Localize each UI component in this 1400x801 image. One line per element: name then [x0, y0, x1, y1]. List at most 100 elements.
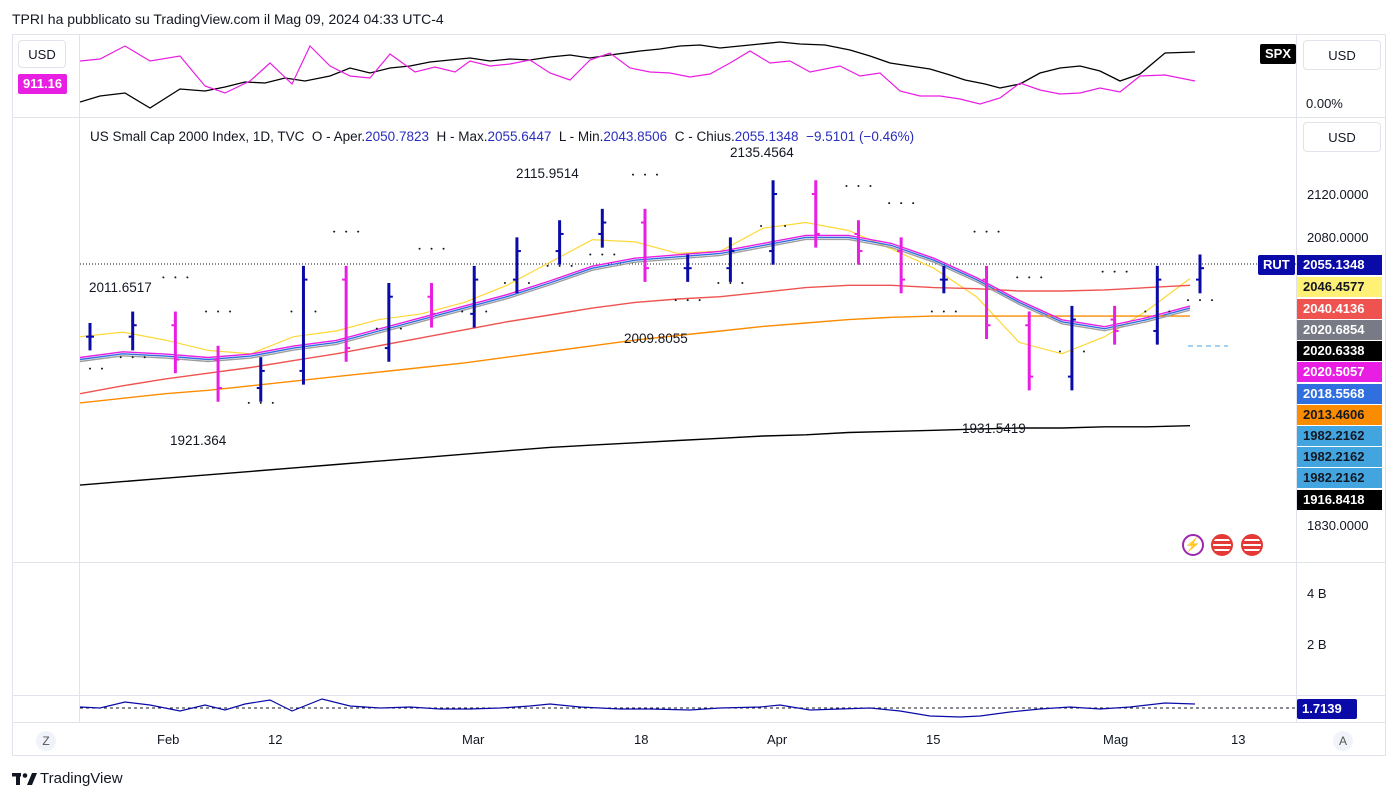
- price-tag: 1916.8418: [1297, 490, 1382, 510]
- price-tag: 1982.2162: [1297, 468, 1382, 488]
- stop-dot: [686, 299, 689, 302]
- ohlc-bar: [1196, 254, 1204, 294]
- date-label-mag: Mag: [1103, 732, 1129, 747]
- stop-dot: [570, 264, 573, 267]
- low-value: 2043.8506: [603, 129, 668, 144]
- ohlc-bar: [128, 311, 137, 351]
- price-chart[interactable]: [80, 150, 1296, 560]
- open-label: O - Aper.: [311, 129, 366, 144]
- price-tag: 2020.6854: [1297, 320, 1382, 340]
- auto-scale-button[interactable]: A: [1333, 731, 1353, 751]
- price-tag: 1982.2162: [1297, 447, 1382, 467]
- stop-dot: [345, 230, 348, 233]
- left-scale-divider: [79, 35, 80, 722]
- stop-dot: [290, 310, 293, 313]
- date-label-18: 18: [634, 732, 649, 747]
- ma-magenta-line: [80, 234, 1191, 359]
- stop-dot: [174, 276, 177, 279]
- ohlc-bar: [1110, 305, 1119, 345]
- stop-dot: [485, 310, 488, 313]
- stop-dot: [869, 185, 872, 188]
- annotation-high-1: 2115.9514: [516, 166, 579, 181]
- ohlc-bar: [939, 265, 948, 294]
- comparison-chart: [80, 41, 1196, 109]
- stop-dot: [387, 327, 390, 330]
- date-label-apr: Apr: [767, 732, 788, 747]
- stop-dot: [503, 282, 506, 285]
- annotation-low-2: 1931.5419: [962, 421, 1026, 436]
- osc-value-tag: 1.7139: [1297, 699, 1357, 719]
- low-label: L - Min.: [558, 129, 604, 144]
- left-value-tag: 911.16: [18, 74, 68, 94]
- stop-dot: [729, 282, 732, 285]
- rut-symbol-tag[interactable]: RUT: [1258, 255, 1295, 275]
- ohlc-bar: [427, 283, 436, 328]
- stop-dot: [302, 310, 305, 313]
- stop-dot: [632, 173, 634, 176]
- top-currency-button[interactable]: USD: [1303, 40, 1381, 70]
- ohlc-bar: [299, 265, 308, 385]
- symbol-title[interactable]: US Small Cap 2000 Index, 1D, TVC: [90, 129, 305, 144]
- ohlc-bar: [1153, 265, 1162, 345]
- ohlc-legend[interactable]: US Small Cap 2000 Index, 1D, TVC O - Ape…: [90, 129, 914, 144]
- close-value: 2055.1348: [734, 129, 799, 144]
- stop-dot: [314, 310, 317, 313]
- stop-dot: [375, 327, 378, 330]
- stop-dot: [205, 310, 208, 313]
- lightning-icon[interactable]: ⚡: [1182, 534, 1204, 556]
- ohlc-bar: [86, 322, 94, 351]
- log-scale-button[interactable]: Z: [36, 731, 56, 751]
- tradingview-logo-icon: [12, 773, 37, 785]
- ohlc-bar: [641, 208, 649, 282]
- price-tag: 2013.4606: [1297, 405, 1382, 425]
- stop-dot: [912, 202, 915, 205]
- price-tag: 2018.5568: [1297, 384, 1382, 404]
- stop-dot: [954, 310, 957, 313]
- pane-divider-osc[interactable]: [12, 695, 1386, 696]
- stop-dot: [1156, 310, 1159, 313]
- us-flag-icon[interactable]: [1211, 534, 1233, 556]
- high-label: H - Max.: [436, 129, 488, 144]
- volume-tick-2b: 2 B: [1307, 637, 1327, 652]
- chart-frame: [12, 34, 1386, 756]
- stop-dot: [1199, 299, 1201, 302]
- stop-dot: [601, 253, 604, 256]
- pane-divider-top[interactable]: [12, 117, 1386, 118]
- ohlc-bar: [342, 265, 351, 362]
- ohlc-bar: [171, 311, 180, 374]
- annotation-low-1: 1921.364: [170, 433, 227, 448]
- y-tick-2120: 2120.0000: [1307, 187, 1369, 202]
- ohlc-bar: [811, 180, 820, 248]
- stop-dot: [997, 230, 1000, 233]
- close-label: C - Chius.: [674, 129, 735, 144]
- left-currency-button[interactable]: USD: [18, 40, 66, 68]
- price-tag: 2055.1348: [1297, 255, 1382, 275]
- osc-line: [80, 698, 1196, 718]
- stop-dot: [1211, 299, 1213, 302]
- stop-dot: [1168, 310, 1171, 313]
- annotation-high-2: 2135.4564: [730, 145, 794, 160]
- ohlc-bar: [470, 265, 479, 328]
- stop-dot: [1016, 276, 1019, 279]
- ma-orange-line: [80, 315, 1190, 404]
- stop-dot: [546, 264, 549, 267]
- stop-dot: [399, 327, 402, 330]
- stop-dot: [119, 356, 122, 359]
- spx-symbol-badge[interactable]: SPX: [1260, 44, 1297, 64]
- ohlc-bar: [683, 254, 692, 282]
- stop-dot: [259, 401, 262, 404]
- y-tick-2080: 2080.0000: [1307, 230, 1369, 245]
- main-currency-button[interactable]: USD: [1303, 122, 1381, 152]
- stop-dot: [741, 282, 744, 285]
- pane-divider-volume[interactable]: [12, 562, 1386, 563]
- ma-yellow-line: [80, 221, 1191, 355]
- stop-dot: [333, 230, 336, 233]
- ohlc-bar: [854, 220, 863, 265]
- ohlc-bar: [1025, 311, 1034, 391]
- stop-dot: [1070, 350, 1073, 353]
- ma-blue-line: [80, 236, 1191, 361]
- ohlc-bars: [86, 180, 1204, 402]
- us-flag-icon[interactable]: [1241, 534, 1263, 556]
- date-label-12: 12: [268, 732, 283, 747]
- price-tag: 2046.4577: [1297, 277, 1382, 297]
